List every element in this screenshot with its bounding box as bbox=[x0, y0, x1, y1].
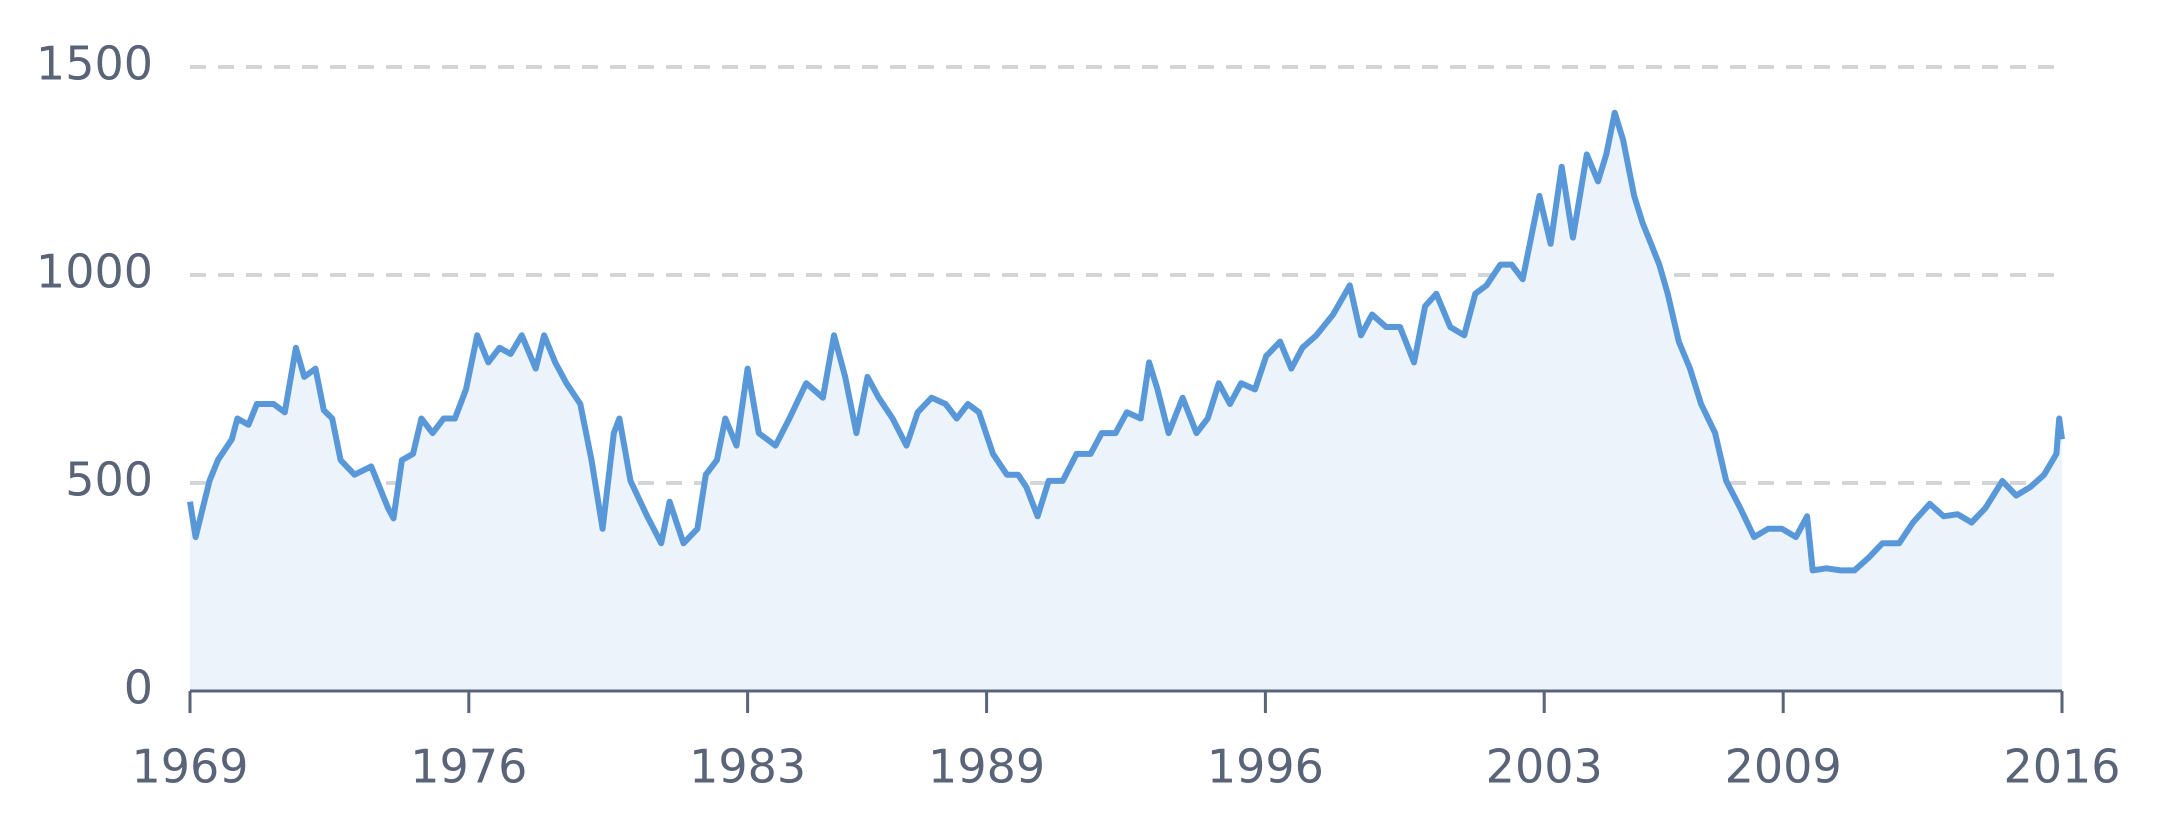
y-tick-label: 1000 bbox=[36, 245, 153, 299]
y-tick-label: 500 bbox=[65, 453, 153, 507]
x-tick-label: 2003 bbox=[1486, 740, 1603, 794]
x-tick-label: 2009 bbox=[1725, 740, 1842, 794]
x-tick-label: 2016 bbox=[2003, 740, 2120, 794]
x-tick-label: 1989 bbox=[928, 740, 1045, 794]
x-tick-label: 1983 bbox=[689, 740, 806, 794]
y-tick-label: 1500 bbox=[36, 37, 153, 91]
x-tick-label: 1969 bbox=[131, 740, 248, 794]
y-tick-label: 0 bbox=[124, 661, 153, 715]
area bbox=[190, 112, 2062, 692]
x-tick-label: 1976 bbox=[410, 740, 527, 794]
line bbox=[187, 109, 2065, 574]
x-tick-label: 1996 bbox=[1207, 740, 1324, 794]
